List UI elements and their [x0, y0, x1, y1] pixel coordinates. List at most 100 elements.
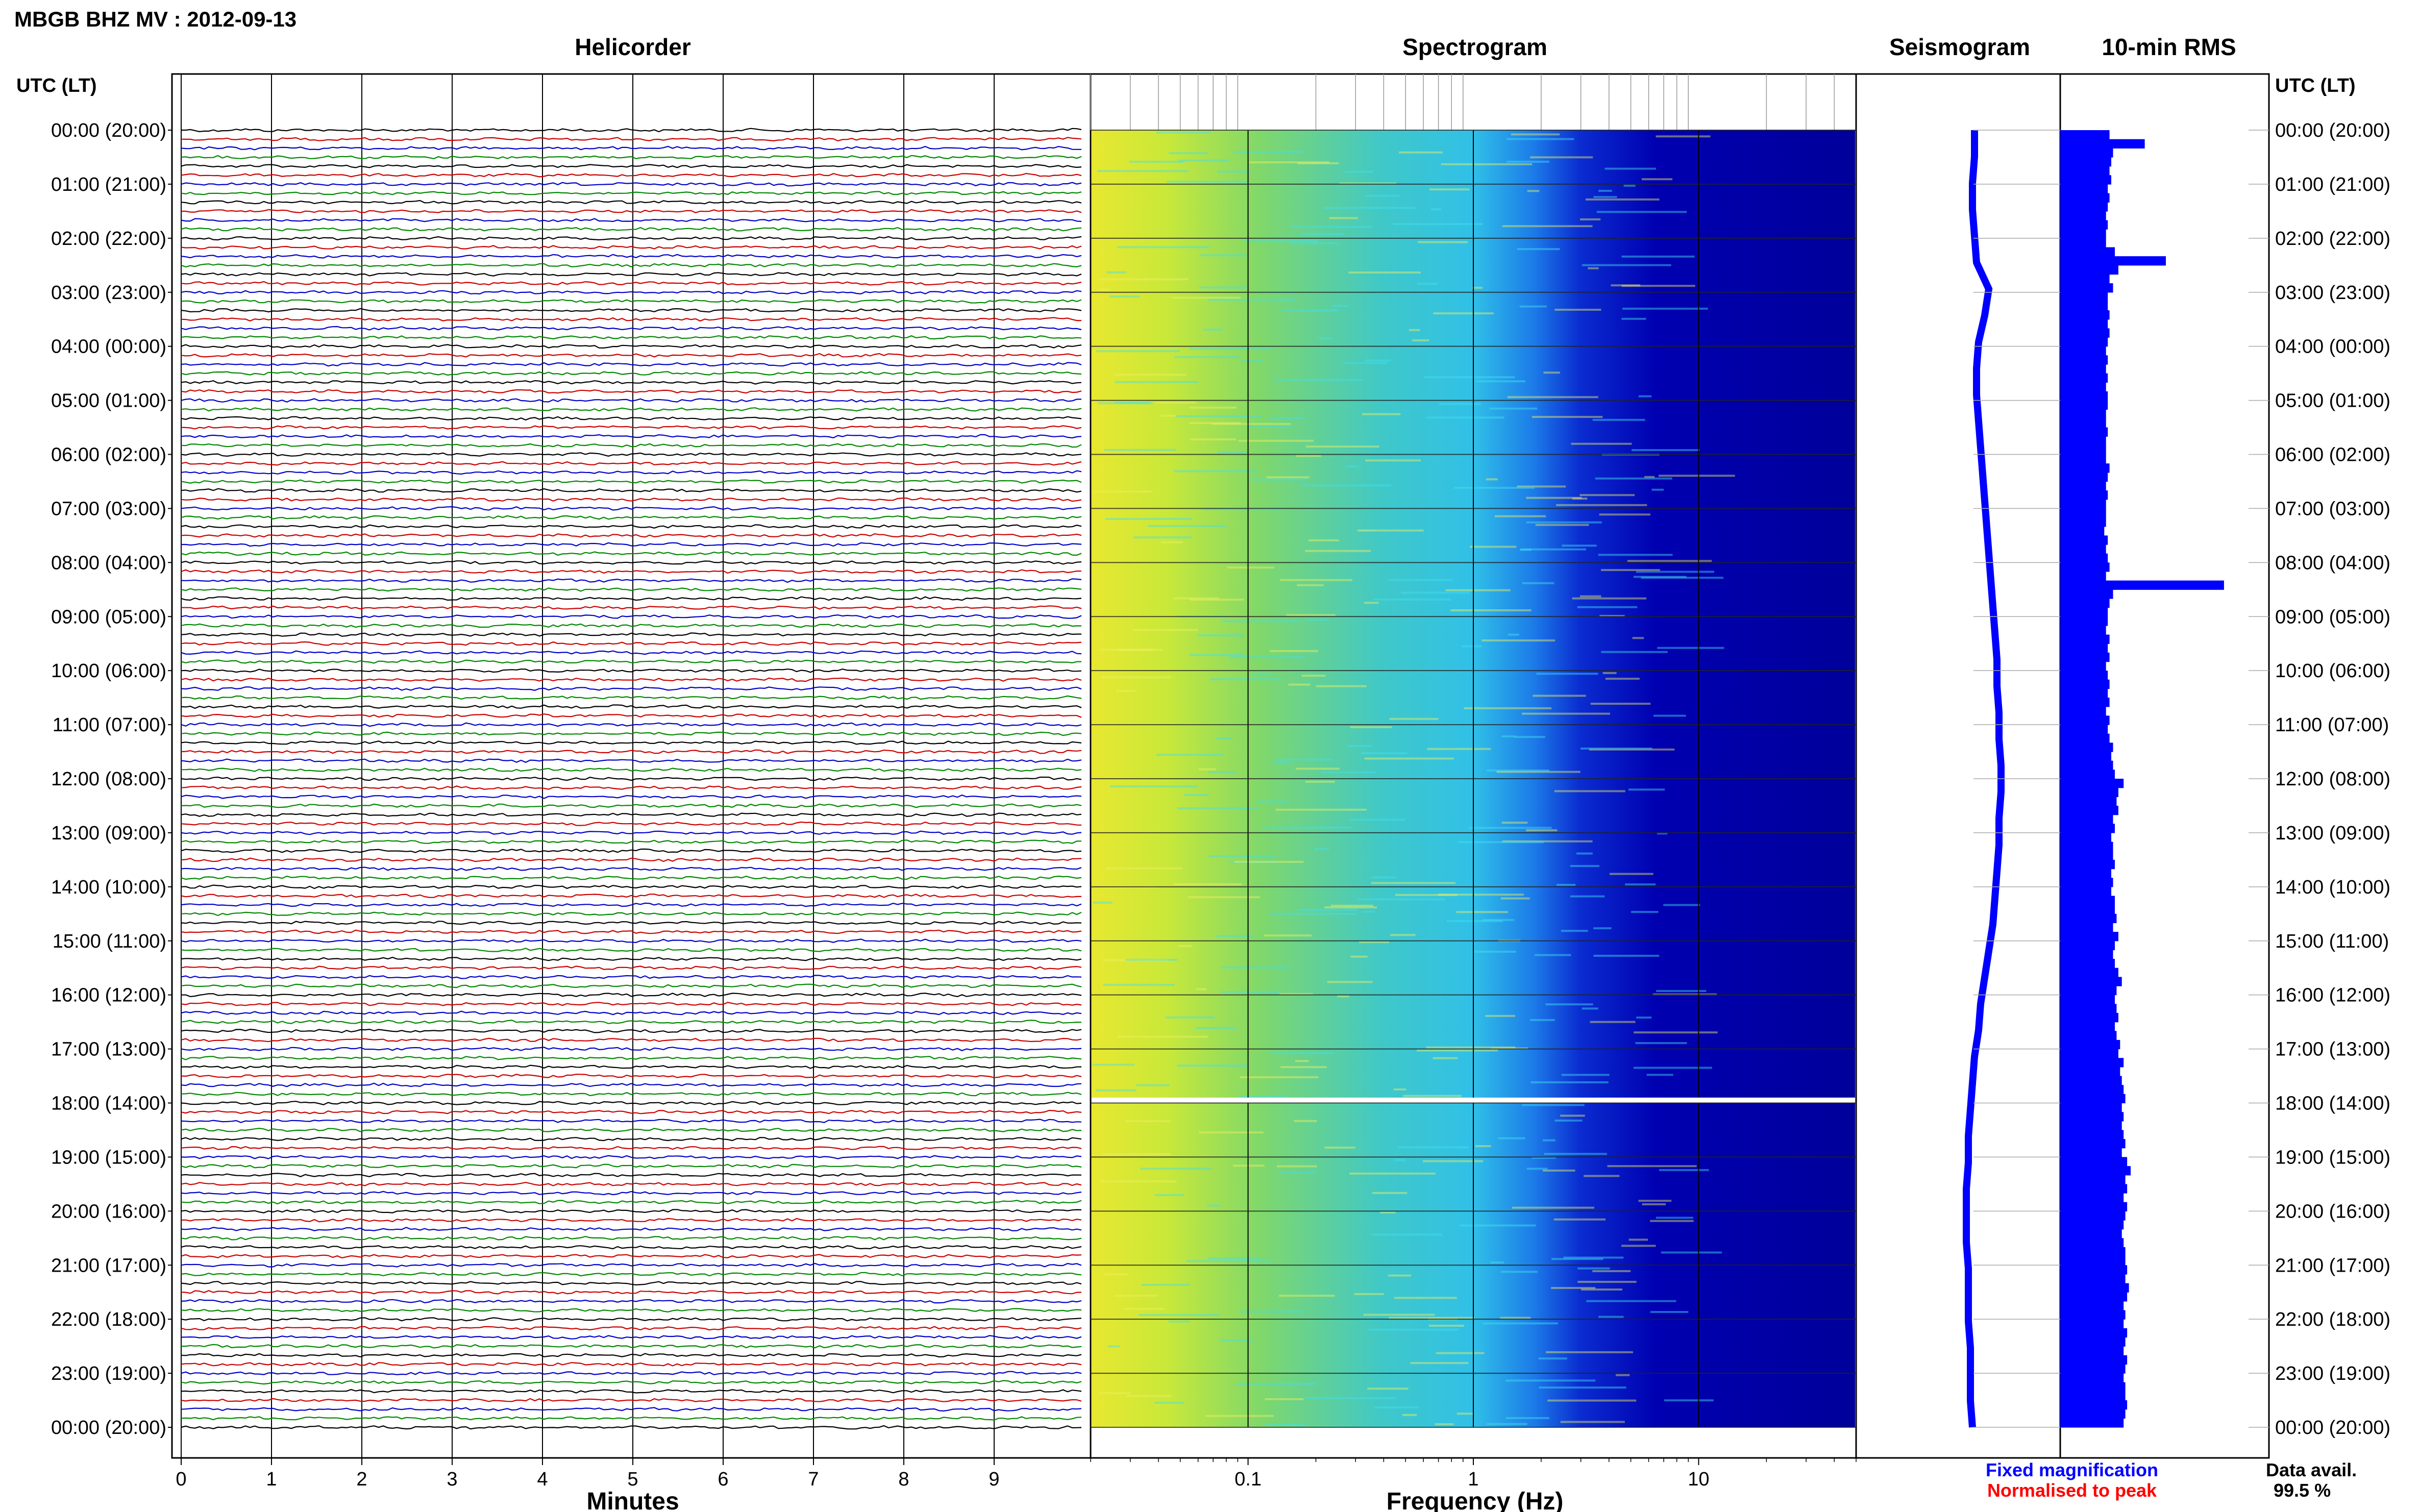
helicorder-trace — [181, 407, 1082, 412]
rms-bar — [2060, 797, 2117, 806]
rms-bar — [2060, 1067, 2120, 1077]
rms-bar — [2060, 1049, 2118, 1058]
rms-bar — [2060, 905, 2115, 914]
spectrogram-streak — [1658, 475, 1735, 477]
rms-bar — [2060, 1409, 2126, 1419]
spectrogram-streak — [1178, 945, 1193, 947]
rms-bar — [2060, 1319, 2124, 1329]
time-label-left: 22:00 (18:00) — [51, 1309, 166, 1330]
rms-bar — [2060, 337, 2108, 347]
spectrogram-streak — [1171, 296, 1241, 299]
spectrogram-streak — [1520, 549, 1532, 551]
spectrogram-streak — [1581, 1288, 1622, 1291]
spectrogram-streak — [1098, 1392, 1131, 1395]
time-label-right: 05:00 (01:00) — [2275, 390, 2390, 412]
data-avail-label: Data avail. — [2266, 1459, 2357, 1480]
helicorder-trace — [181, 677, 1082, 682]
helicorder-trace — [181, 965, 1082, 971]
rms-bar — [2060, 1238, 2124, 1248]
helicorder-trace — [181, 218, 1082, 222]
spectrogram-streak — [1102, 1153, 1171, 1155]
rms-bar — [2060, 625, 2106, 635]
spectrogram-streak — [1464, 707, 1551, 709]
spectrogram-streak — [1339, 182, 1397, 185]
helicorder-trace — [181, 650, 1082, 655]
spectrogram-streak — [1454, 487, 1535, 489]
spectrogram-streak — [1362, 910, 1375, 913]
rms-bar — [2060, 1373, 2124, 1383]
spectrogram-streak — [1621, 1245, 1656, 1247]
spectrogram-streak — [1556, 504, 1647, 506]
frequency-tick-label: 0.1 — [1235, 1469, 1262, 1490]
spectrogram-streak — [1107, 1345, 1120, 1348]
helicorder-trace — [181, 803, 1082, 808]
spectrogram-streak — [1520, 548, 1586, 551]
spectrogram-streak — [1262, 826, 1352, 829]
rms-bar — [2060, 725, 2108, 734]
spectrogram-streak — [1106, 271, 1127, 274]
spectrogram-streak — [1458, 841, 1544, 844]
spectrogram-streak — [1364, 359, 1392, 362]
rms-bar — [2060, 1031, 2117, 1040]
rms-bar — [2060, 1094, 2126, 1104]
minute-tick-label: 2 — [356, 1469, 367, 1490]
helicorder-trace — [181, 983, 1082, 988]
spectrogram-panel: 0.1 1 10 — [1090, 73, 1857, 1490]
spectrogram-streak — [1321, 771, 1375, 774]
spectrogram-streak — [1526, 497, 1582, 499]
helicorder-trace — [181, 209, 1082, 213]
rms-bar — [2060, 1229, 2122, 1238]
spectrogram-streak — [1154, 1194, 1184, 1196]
spectrogram-streak — [1601, 651, 1668, 653]
spectrogram-streak — [1544, 1153, 1607, 1155]
helicorder-trace — [181, 569, 1082, 574]
spectrogram-streak — [1280, 1066, 1327, 1069]
rms-bar — [2060, 1274, 2126, 1284]
spectrogram-streak — [1177, 1064, 1249, 1067]
helicorder-trace — [181, 975, 1082, 979]
helicorder-trace — [181, 227, 1082, 232]
rms-bar — [2060, 1310, 2126, 1320]
spectrogram-streak — [1100, 649, 1163, 651]
spectrogram-streak — [1270, 1052, 1334, 1054]
rms-bar — [2060, 977, 2122, 986]
spectrogram-streak — [1240, 1310, 1303, 1313]
time-label-right: 15:00 (11:00) — [2275, 931, 2389, 952]
spectrogram-streak — [1489, 407, 1538, 410]
spectrogram-streak — [1105, 517, 1192, 520]
spectrogram-streak — [1177, 807, 1258, 809]
rms-bar — [2060, 580, 2224, 590]
rms-bar — [2060, 454, 2106, 464]
spectrogram-streak — [1501, 822, 1528, 824]
spectrogram-streak — [1306, 618, 1329, 621]
rms-bar — [2060, 193, 2110, 203]
helicorder-trace — [181, 1173, 1082, 1178]
helicorder-trace — [181, 686, 1082, 691]
time-label-right: 20:00 (16:00) — [2275, 1201, 2390, 1222]
helicorder-trace — [181, 1254, 1082, 1259]
spectrogram-streak — [1635, 1042, 1687, 1045]
spectrogram-streak — [1295, 1060, 1309, 1062]
helicorder-trace — [181, 1398, 1082, 1403]
spectrogram-streak — [1286, 614, 1336, 616]
spectrogram-streak — [1202, 508, 1282, 510]
helicorder-trace — [181, 145, 1081, 151]
rms-bar — [2060, 688, 2108, 698]
spectrogram-streak — [1274, 762, 1290, 764]
spectrogram-streak — [1543, 371, 1560, 374]
spectrogram-streak — [1570, 895, 1605, 898]
spectrogram-streak — [1439, 403, 1481, 405]
spectrogram-streak — [1572, 498, 1588, 500]
helicorder-trace — [181, 1092, 1082, 1097]
spectrogram-streak — [1221, 990, 1280, 993]
time-label-left: 23:00 (19:00) — [51, 1363, 166, 1384]
minute-tick-label: 7 — [808, 1469, 819, 1490]
spectrogram-streak — [1430, 208, 1441, 211]
helicorder-trace — [181, 425, 1082, 430]
rms-bar — [2060, 256, 2166, 266]
rms-bar — [2060, 310, 2110, 320]
spectrogram-streak — [1656, 1217, 1693, 1219]
spectrogram-streak — [1592, 418, 1645, 421]
time-label-right: 21:00 (17:00) — [2275, 1255, 2390, 1276]
spectrogram-streak — [1599, 615, 1625, 617]
